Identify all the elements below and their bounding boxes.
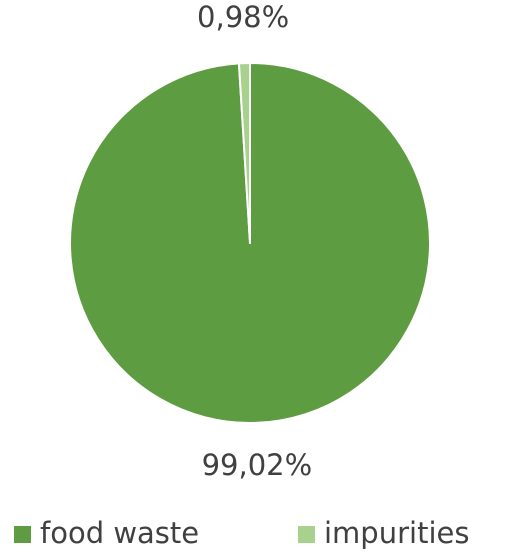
data-label: 0,98% xyxy=(197,0,289,34)
data-label: 99,02% xyxy=(202,448,313,482)
legend-label: food waste xyxy=(40,516,199,550)
pie-slice xyxy=(237,62,251,244)
legend-label: impurities xyxy=(324,516,469,550)
legend-swatch xyxy=(14,526,31,543)
legend-swatch xyxy=(298,526,315,543)
